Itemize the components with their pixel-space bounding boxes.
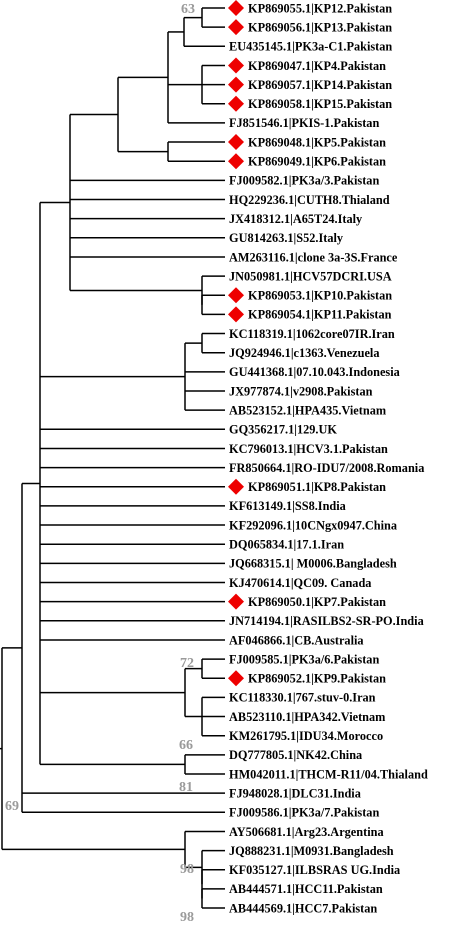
marker-diamond-icon (228, 95, 244, 112)
marker-diamond-icon (228, 306, 244, 323)
tree-branches (0, 7, 225, 909)
leaf-label: JX418312.1|A65T24.Italy (229, 212, 363, 226)
support-value: 63 (181, 2, 195, 17)
marker-diamond-icon (228, 19, 244, 36)
leaf-label: AB523152.1|HPA435.Vietnam (229, 403, 387, 417)
marker-diamond-icon (228, 478, 244, 495)
leaf-label: AY506681.1|Arg23.Argentina (229, 825, 384, 839)
leaf-label: KP869055.1|KP12.Pakistan (248, 1, 392, 15)
leaf-label: KP869056.1|KP13.Pakistan (248, 20, 392, 34)
leaf-label: KF035127.1|ILBSRAS UG.India (229, 863, 400, 877)
support-value: 98 (180, 910, 194, 925)
marker-diamond-icon (228, 670, 244, 687)
leaf-label: FJ009586.1|PK3a/7.Pakistan (229, 806, 379, 820)
marker-diamond-icon (228, 287, 244, 304)
leaf-label: FJ948028.1|DLC31.India (229, 786, 361, 800)
marker-diamond-icon (228, 0, 244, 16)
leaf-label: KJ470614.1|QC09. Canada (229, 576, 371, 590)
leaf-label: KP869047.1|KP4.Pakistan (248, 59, 386, 73)
leaf-label: DQ065834.1|17.1.Iran (229, 538, 344, 552)
support-value: 66 (179, 738, 193, 753)
leaf-label: HM042011.1|THCM-R11/04.Thialand (229, 767, 428, 781)
leaf-label: KP869053.1|KP10.Pakistan (248, 289, 392, 303)
marker-diamond-icon (228, 153, 244, 170)
leaf-label: KP869052.1|KP9.Pakistan (248, 672, 386, 686)
leaf-label: KC796013.1|HCV3.1.Pakistan (229, 442, 388, 456)
leaf-label: KP869051.1|KP8.Pakistan (248, 480, 386, 494)
leaf-label: AB444569.1|HCC7.Pakistan (229, 901, 377, 915)
leaf-label: AF046866.1|CB.Australia (229, 633, 364, 647)
leaf-label: KP869054.1|KP11.Pakistan (248, 308, 392, 322)
marker-group (228, 0, 244, 687)
leaf-label: KM261795.1|IDU34.Morocco (229, 729, 383, 743)
leaf-label: KP869048.1|KP5.Pakistan (248, 135, 386, 149)
leaf-labels: KP869055.1|KP12.Pakistan KP869056.1|KP13.… (229, 1, 428, 915)
leaf-label: EU435145.1|PK3a-C1.Pakistan (229, 40, 392, 54)
support-value: 69 (5, 799, 19, 814)
leaf-label: FJ009582.1|PK3a/3.Pakistan (229, 174, 379, 188)
support-value: 81 (179, 780, 193, 795)
leaf-label: JQ924946.1|c1363.Venezuela (229, 346, 380, 360)
leaf-label: FJ009585.1|PK3a/6.Pakistan (229, 652, 379, 666)
leaf-label: JN050981.1|HCV57DCRI.USA (229, 269, 392, 283)
support-value: 72 (180, 656, 194, 671)
leaf-label: KP869049.1|KP6.Pakistan (248, 155, 386, 169)
leaf-label: AM263116.1|clone 3a-3S.France (229, 250, 398, 264)
marker-diamond-icon (228, 134, 244, 151)
leaf-label: JQ888231.1|M0931.Bangladesh (229, 844, 394, 858)
leaf-label: GU441368.1|07.10.043.Indonesia (229, 365, 400, 379)
marker-diamond-icon (228, 57, 244, 74)
leaf-label: FR850664.1|RO-IDU7/2008.Romania (229, 461, 424, 475)
leaf-label: JX977874.1|v2908.Pakistan (229, 384, 373, 398)
leaf-label: AB523110.1|HPA342.Vietnam (229, 710, 386, 724)
leaf-label: FJ851546.1|PKIS-1.Pakistan (229, 116, 379, 130)
leaf-label: HQ229236.1|CUTH8.Thialand (229, 193, 390, 207)
leaf-label: JN714194.1|RASILBS2-SR-PO.India (229, 614, 424, 628)
leaf-label: KP869057.1|KP14.Pakistan (248, 78, 392, 92)
leaf-label: AB444571.1|HCC11.Pakistan (229, 882, 383, 896)
leaf-label: KP869050.1|KP7.Pakistan (248, 595, 386, 609)
leaf-label: KF292096.1|10CNgx0947.China (229, 518, 397, 532)
leaf-label: KC118330.1|767.stuv-0.Iran (229, 691, 376, 705)
leaf-label: KF613149.1|SS8.India (229, 499, 346, 513)
leaf-label: DQ777805.1|NK42.China (229, 748, 362, 762)
support-value: 98 (180, 862, 194, 877)
support-values: 63 72 66 81 69 98 98 (5, 2, 195, 925)
leaf-label: GQ356217.1|129.UK (229, 423, 337, 437)
leaf-label: KP869058.1|KP15.Pakistan (248, 97, 392, 111)
leaf-label: GU814263.1|S52.Italy (229, 231, 344, 245)
marker-diamond-icon (228, 76, 244, 93)
leaf-label: KC118319.1|1062core07IR.Iran (229, 327, 395, 341)
marker-diamond-icon (228, 593, 244, 610)
leaf-label: JQ668315.1| M0006.Bangladesh (229, 557, 397, 571)
